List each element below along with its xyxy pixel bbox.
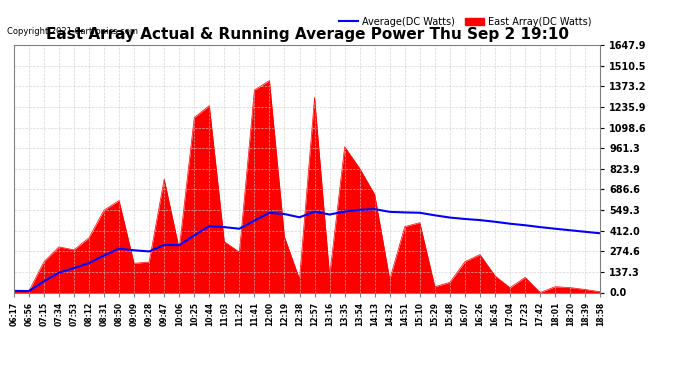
Legend: Average(DC Watts), East Array(DC Watts): Average(DC Watts), East Array(DC Watts) (335, 13, 595, 30)
Text: Copyright 2021 Cartronics.com: Copyright 2021 Cartronics.com (7, 27, 138, 36)
Title: East Array Actual & Running Average Power Thu Sep 2 19:10: East Array Actual & Running Average Powe… (46, 27, 569, 42)
